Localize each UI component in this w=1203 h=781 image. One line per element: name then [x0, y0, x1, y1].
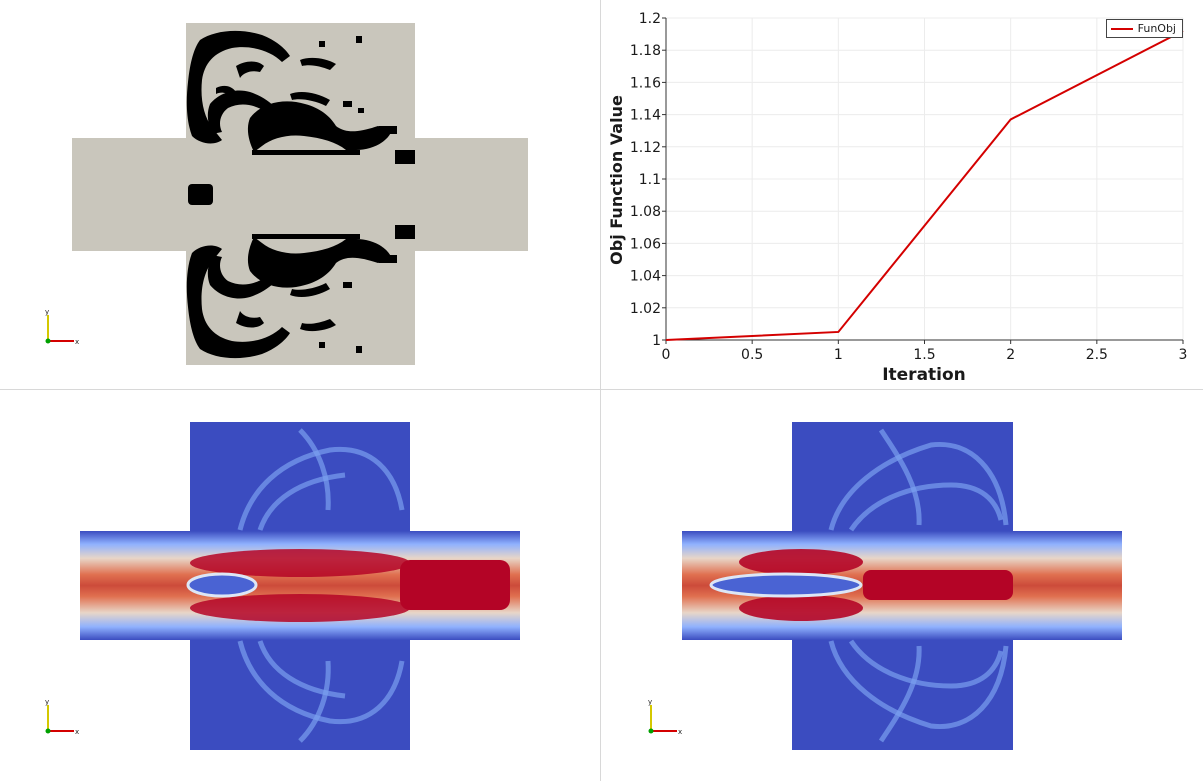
- legend-label: FunObj: [1137, 22, 1176, 35]
- y-tick-label: 1.16: [630, 75, 661, 91]
- triad-y-label: y: [45, 698, 49, 706]
- y-tick-label: 1.08: [630, 204, 661, 220]
- y-tick-label: 1.14: [630, 108, 661, 124]
- axes-triad: y x: [648, 698, 682, 736]
- axes-triad: y x: [45, 698, 79, 736]
- x-tick-label: 2.5: [1086, 347, 1108, 363]
- legend-swatch: [1110, 27, 1133, 30]
- y-tick-label: 1: [652, 333, 661, 349]
- objective-line-chart: 0 0.5 1 1.5 2 2.5 3 1 1.02 1.04 1.06 1.08 1.1 1.12 1.1…: [607, 11, 1188, 385]
- chart-axes: [662, 17, 1184, 344]
- series-line-FunObj: [665, 29, 1184, 341]
- x-tick-label: 0.5: [741, 347, 763, 363]
- triad-x-label: x: [75, 728, 79, 736]
- chart-view[interactable]: 0 0.5 1 1.5 2 2.5 3 1 1.02 1.04 1.06 1.08 1.1 1.12 1.1…: [601, 0, 1203, 389]
- y-axis-label: Obj Function Value: [607, 95, 626, 265]
- x-tick-label: 0: [662, 347, 671, 363]
- x-tick-label: 2: [1006, 347, 1015, 363]
- y-tick-label: 1.18: [630, 43, 661, 59]
- outlet-jet: [400, 560, 510, 610]
- x-tick-label: 1: [834, 347, 843, 363]
- obstacle-island: [709, 572, 863, 598]
- density-field-render: y x: [45, 23, 528, 365]
- upper-density-structures: [186, 30, 415, 164]
- obstacle-island: [186, 572, 258, 598]
- triad-x-label: x: [678, 728, 682, 736]
- chart-tick-labels: 0 0.5 1 1.5 2 2.5 3 1 1.02 1.04 1.06 1.08 1.1 1.12 1.1…: [630, 11, 1188, 363]
- y-tick-label: 1.2: [639, 11, 661, 27]
- y-tick-label: 1.1: [639, 172, 661, 188]
- y-tick-label: 1.02: [630, 301, 661, 317]
- flow-streaks: [828, 428, 1009, 743]
- core-jet-upper: [190, 549, 410, 577]
- density-render-view[interactable]: y x: [0, 0, 600, 389]
- triad-y-label: y: [648, 698, 652, 706]
- x-tick-label: 1.5: [913, 347, 935, 363]
- outlet-jet: [863, 570, 1013, 600]
- view-divider-vertical[interactable]: [600, 0, 601, 781]
- y-tick-label: 1.06: [630, 236, 661, 252]
- x-tick-label: 3: [1179, 347, 1188, 363]
- core-jet-upper: [739, 549, 863, 575]
- y-tick-label: 1.04: [630, 269, 661, 285]
- cross-domain-shape: [72, 23, 528, 365]
- chart-legend: FunObj: [1105, 19, 1183, 38]
- velocity-field-render-1: y x: [45, 422, 520, 750]
- axes-triad: y x: [45, 308, 79, 346]
- x-axis-label: Iteration: [882, 365, 966, 385]
- velocity-field-render-2: y x: [648, 422, 1122, 750]
- core-jet-lower: [739, 595, 863, 621]
- triad-x-label: x: [75, 338, 79, 346]
- flow-streaks: [237, 428, 405, 743]
- velocity-render-view-1[interactable]: y x: [0, 390, 600, 781]
- view-divider-horizontal[interactable]: [0, 389, 1203, 390]
- velocity-render-view-2[interactable]: y x: [601, 390, 1203, 781]
- chart-grid: [665, 17, 1184, 341]
- lower-density-structures: [186, 225, 415, 359]
- core-jet-lower: [190, 594, 410, 622]
- y-tick-label: 1.12: [630, 140, 661, 156]
- triad-y-label: y: [45, 308, 49, 316]
- inlet-density-blob: [188, 184, 213, 205]
